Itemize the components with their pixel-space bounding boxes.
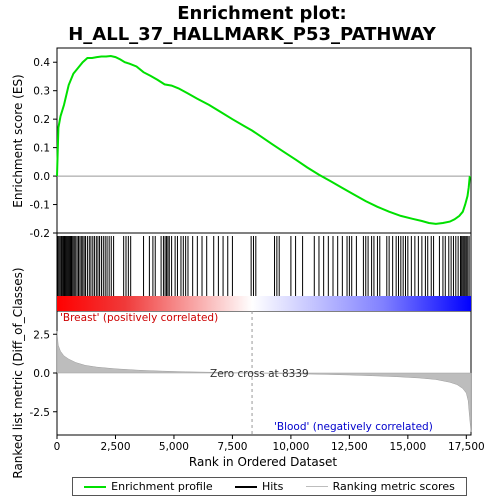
- es-curve-line: [56, 54, 471, 225]
- metric-axis-label: Ranked list metric (Diff_of_Classes): [11, 267, 25, 478]
- es-tick-label: 0.0: [33, 171, 50, 183]
- es-tick-label: 0.4: [33, 57, 50, 69]
- x-tick-label: 7,500: [217, 441, 247, 453]
- metric-tick-label: 0.0: [33, 368, 50, 380]
- x-axis-label: Rank in Ordered Dataset: [189, 455, 337, 469]
- es-tick-label: 0.3: [33, 86, 50, 98]
- x-tick-label: 12,500: [331, 441, 368, 453]
- negative-label: 'Blood' (negatively correlated): [274, 421, 433, 433]
- es-tick-label: -0.2: [30, 228, 51, 240]
- x-tick-label: 0: [54, 441, 61, 453]
- legend: Enrichment profile Hits Ranking metric s…: [72, 477, 467, 496]
- legend-swatch-metric: [305, 486, 328, 487]
- x-tick-label: 17,500: [448, 441, 485, 453]
- metric-layer: [56, 311, 472, 435]
- metric-axis-ticks: -2.5 0.0 2.5: [30, 329, 57, 419]
- chart-title-line1: Enrichment plot:: [177, 3, 347, 24]
- es-tick-label: 0.2: [33, 114, 50, 126]
- legend-label-metric: Ranking metric scores: [332, 480, 455, 493]
- legend-item-metric: Ranking metric scores: [305, 480, 455, 493]
- x-tick-label: 15,000: [389, 441, 426, 453]
- zero-cross-label: Zero cross at 8339: [210, 368, 309, 380]
- positive-label: 'Breast' (positively correlated): [60, 312, 218, 324]
- legend-item-enrichment: Enrichment profile: [84, 480, 213, 493]
- legend-label-hits: Hits: [261, 480, 284, 493]
- hit-marks: [57, 236, 470, 296]
- rank-colorbar: [57, 296, 471, 311]
- colorbar-rect: [57, 296, 471, 311]
- es-panel-frame: [56, 47, 472, 234]
- metric-tick-label: 2.5: [33, 329, 50, 341]
- es-curve-layer: [56, 54, 471, 225]
- x-tick-label: 5,000: [159, 441, 189, 453]
- metric-tick-label: -2.5: [30, 407, 51, 419]
- x-tick-label: 10,000: [273, 441, 310, 453]
- legend-swatch-hits: [234, 485, 257, 488]
- es-axis-label: Enrichment score (ES): [11, 74, 25, 207]
- x-axis-ticks: 0 2,500 5,000 7,500 10,000 12,500 15,000 17,500: [54, 435, 485, 453]
- legend-label-enrichment: Enrichment profile: [111, 480, 213, 493]
- legend-item-hits: Hits: [234, 480, 284, 493]
- x-tick-label: 2,500: [100, 441, 130, 453]
- metric-area: [56, 331, 472, 432]
- es-tick-label: 0.1: [33, 143, 50, 155]
- legend-swatch-enrichment: [84, 485, 107, 488]
- es-axis-ticks: -0.2 -0.1 0.0 0.1 0.2 0.3 0.4: [30, 57, 57, 240]
- es-tick-label: -0.1: [30, 200, 51, 212]
- chart-title-line2: H_ALL_37_HALLMARK_P53_PATHWAY: [68, 24, 436, 45]
